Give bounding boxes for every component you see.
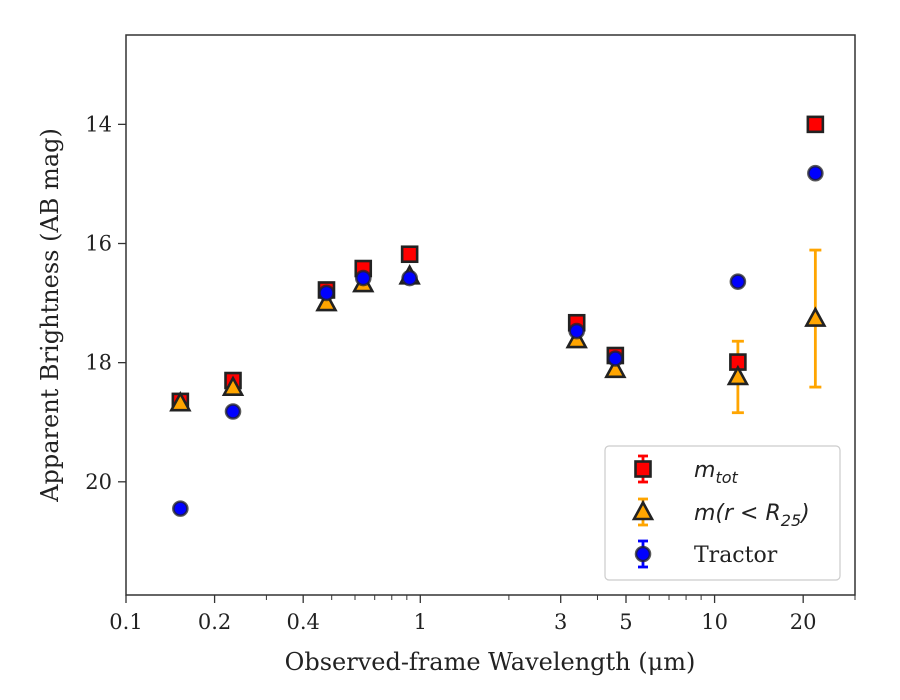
y-tick-label: 16 (85, 232, 112, 256)
circle-marker (318, 284, 335, 302)
triangle-marker (315, 290, 338, 312)
circle-marker (729, 273, 747, 290)
axis-ticks: 0.1 0.2 0.4 1 3 5 10 20 14 16 18 20 (85, 112, 856, 634)
y-tick-label: 18 (85, 351, 112, 375)
x-tick-label: 20 (790, 610, 817, 634)
legend-label: m(r < R25) (694, 501, 810, 530)
circle-marker (354, 269, 372, 287)
legend-label-base: m(r < R (694, 501, 781, 526)
legend-label-subscript: 25 (781, 511, 801, 530)
triangle-marker (726, 364, 750, 386)
x-tick-label: 10 (701, 610, 728, 634)
y-axis-title: Apparent Brightness (AB mag) (36, 128, 64, 503)
legend-label-subscript: tot (715, 468, 738, 487)
triangle-marker (804, 306, 827, 327)
triangle-marker (604, 357, 627, 379)
square-marker (806, 115, 825, 134)
x-tick-label: 1 (414, 610, 427, 634)
legend-label-end: ) (799, 501, 810, 526)
legend: mtot m(r < R25) Tractor (604, 445, 841, 581)
circle-marker (224, 403, 242, 420)
x-tick-label: 0.2 (198, 610, 231, 634)
x-tick-label: 0.4 (286, 610, 319, 634)
legend-square-marker (634, 460, 652, 478)
legend-triangle-marker (631, 499, 655, 521)
legend-label: mtot (694, 458, 739, 487)
circle-marker (172, 500, 189, 517)
circle-marker (401, 269, 418, 287)
circle-marker (568, 322, 586, 340)
x-tick-label: 0.1 (109, 610, 142, 634)
triangle-marker (221, 375, 245, 396)
x-tick-label: 3 (554, 610, 567, 634)
data-markers (169, 115, 827, 517)
x-axis-title: Observed-frame Wavelength (μm) (285, 648, 696, 676)
y-tick-label: 20 (85, 470, 112, 494)
legend-circle-marker (634, 545, 652, 563)
square-marker (400, 245, 419, 264)
legend-box (604, 445, 841, 581)
y-tick-label: 14 (85, 112, 112, 136)
circle-marker (607, 350, 624, 367)
triangle-marker (169, 390, 192, 412)
x-tick-label: 5 (619, 610, 632, 634)
circle-marker (807, 164, 824, 182)
legend-label-base: m (694, 458, 715, 483)
legend-label: Tractor (694, 543, 778, 568)
